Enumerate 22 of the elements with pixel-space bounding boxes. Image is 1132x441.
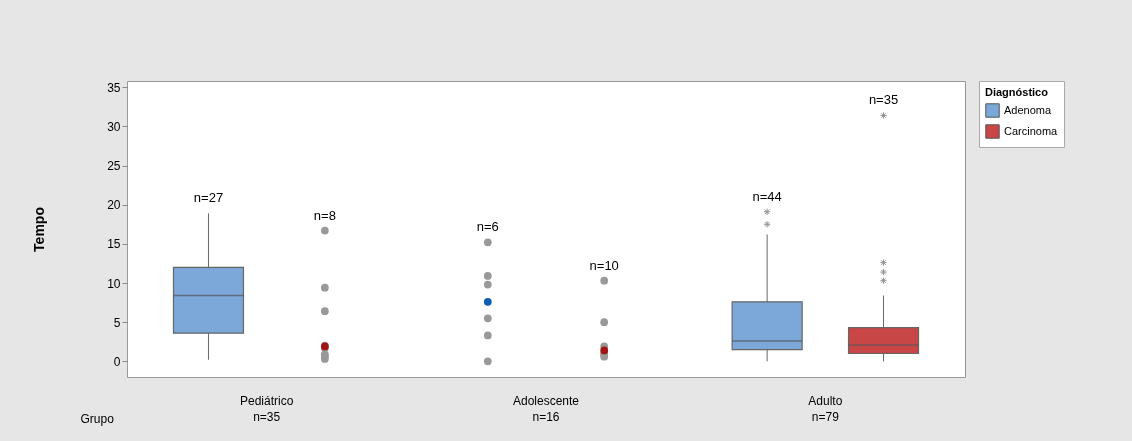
legend-title: Diagnóstico — [985, 86, 1049, 98]
y-tick-label: 15 — [107, 237, 121, 252]
x-tick-label: Adulto n=79 — [808, 393, 843, 424]
annotation: n=10 — [589, 257, 619, 273]
x-tick-label: Adolescente n=16 — [512, 393, 580, 424]
x-axis-title: Grupo — [80, 411, 115, 426]
annotation: n=8 — [313, 207, 336, 223]
x-tick-label: Pediátrico n=35 — [239, 393, 294, 424]
annotation: n=6 — [476, 219, 499, 235]
annotation: n=44 — [752, 188, 782, 204]
annotation: n=27 — [193, 190, 224, 206]
y-tick-label: 0 — [113, 354, 121, 369]
legend-label: Carcinoma — [1004, 124, 1059, 137]
y-tick-label: 5 — [113, 315, 121, 330]
y-tick-label: 25 — [107, 159, 121, 174]
annotation: n=35 — [868, 92, 899, 108]
y-tick-label: 10 — [107, 276, 121, 291]
legend-label: Adenoma — [1004, 103, 1052, 116]
y-axis-title: Tempo — [31, 207, 48, 252]
y-tick-label: 35 — [107, 80, 121, 95]
y-tick-label: 30 — [107, 119, 121, 134]
y-tick-label: 20 — [107, 198, 121, 213]
